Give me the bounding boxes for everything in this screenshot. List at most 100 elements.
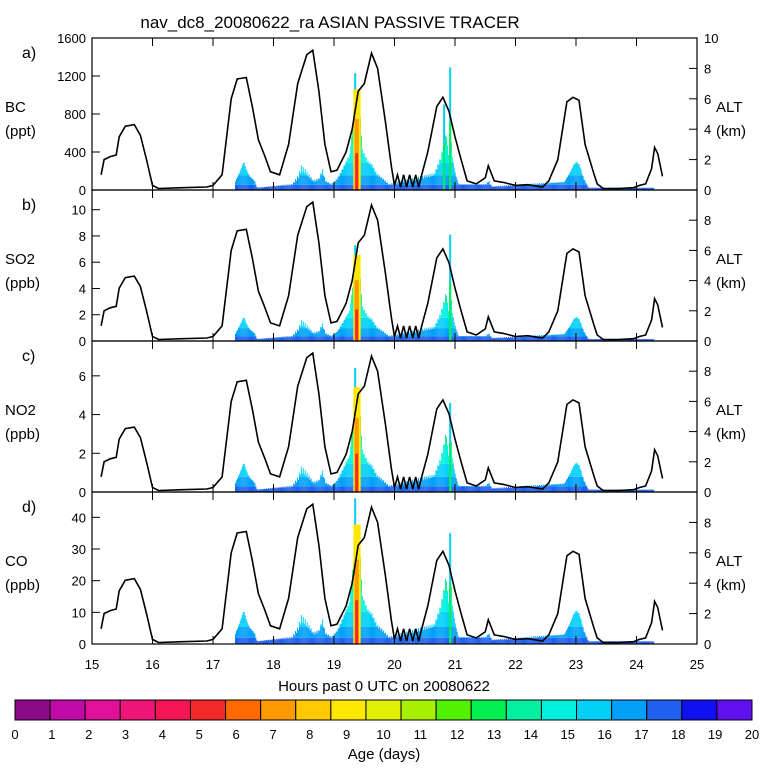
y-tick-label: 8 [79,229,86,244]
tracer-bar [371,328,373,337]
tracer-bar [506,638,508,644]
tracer-bar [504,337,506,341]
tracer-bar [516,487,518,492]
tracer-bar [465,486,467,487]
tracer-bar [557,635,559,638]
tracer-bar [369,626,371,638]
tracer-bar [634,641,636,644]
tracer-bar [568,486,570,492]
tracer-bar [559,486,561,492]
tracer-bar [473,637,475,644]
tracer-bar [341,637,343,644]
tracer-bar [350,446,352,464]
tracer-bar [345,486,347,492]
tracer-bar [306,472,308,477]
tracer-bar [299,336,301,341]
tracer-bar [640,641,642,644]
tracer-bar [584,637,586,644]
tracer-bar [332,335,334,337]
tracer-bar [492,488,494,492]
tracer-bar [373,321,375,329]
tracer-bar [571,321,573,329]
tracer-bar [246,175,248,185]
tracer-bar [441,162,443,176]
species-label: SO2 [5,251,35,268]
tracer-bar [640,187,642,190]
tracer-bar [237,174,239,176]
tracer-bar [306,336,308,341]
tracer-bar [412,629,414,638]
tracer-bar [240,469,242,477]
tracer-bar [489,486,491,492]
tracer-bar [312,332,314,337]
tracer-bar [351,446,353,464]
tracer-bar [445,317,447,329]
tracer-bar [579,476,581,487]
tracer-bar [336,184,338,190]
tracer-bar [296,477,298,487]
tracer-bar [368,164,370,176]
tracer-bar [382,332,384,337]
tracer-bar [366,486,368,492]
tracer-bar [374,336,376,341]
tracer-bar [573,613,575,627]
tracer-bar [419,637,421,644]
tracer-bar [319,486,321,492]
tracer-bar [465,637,467,638]
tracer-bar [372,322,374,329]
tracer-bar [365,312,367,318]
tracer-bar [433,474,435,477]
tracer-bar [274,186,276,190]
tracer-bar [334,482,336,487]
tracer-bar [386,637,388,644]
tracer-bar [248,336,250,341]
tracer-bar [575,328,577,337]
tracer-bar [281,336,283,341]
tracer-bar [302,476,304,487]
tracer-spike [449,122,452,190]
tracer-bar [412,336,414,341]
tracer-bar [589,641,591,644]
colorbar-tick-label: 6 [232,727,239,742]
tracer-bar [639,489,641,492]
tracer-bar [329,184,331,190]
tracer-bar [432,184,434,190]
tracer-bar [339,637,341,644]
tracer-bar [512,639,514,644]
tracer-bar [361,637,363,644]
tracer-bar [488,336,490,341]
tracer-bar [331,484,333,487]
tracer-bar [277,487,279,492]
colorbar-tick-label: 5 [196,727,203,742]
tracer-bar [575,611,577,612]
tracer-bar [235,486,237,492]
tracer-bar [304,470,306,477]
tracer-bar [581,486,583,492]
tracer-bar [408,637,410,644]
tracer-bar [447,328,449,337]
tracer-bar [341,486,343,492]
tracer-bar [296,184,298,190]
tracer-bar [267,488,269,492]
tracer-bar [422,630,424,638]
x-tick-label: 25 [690,657,704,672]
tracer-bar [550,184,552,190]
tracer-bar [455,628,457,638]
tracer-bar [364,458,366,464]
tracer-bar [558,182,560,185]
tracer-bar [397,637,399,644]
tracer-bar [248,476,250,487]
tracer-bar [453,336,455,341]
tracer-bar [637,339,639,341]
tracer-bar [302,175,304,185]
tracer-bar [329,636,331,638]
tracer-bar [388,336,390,341]
tracer-bar [387,486,389,492]
tracer-bar [453,184,455,190]
tracer-bar [454,326,456,329]
tracer-bar [397,335,399,337]
tracer-bar [301,626,303,638]
tracer-bar [387,486,388,492]
tracer-bar [309,178,311,185]
tracer-bar [441,317,443,329]
